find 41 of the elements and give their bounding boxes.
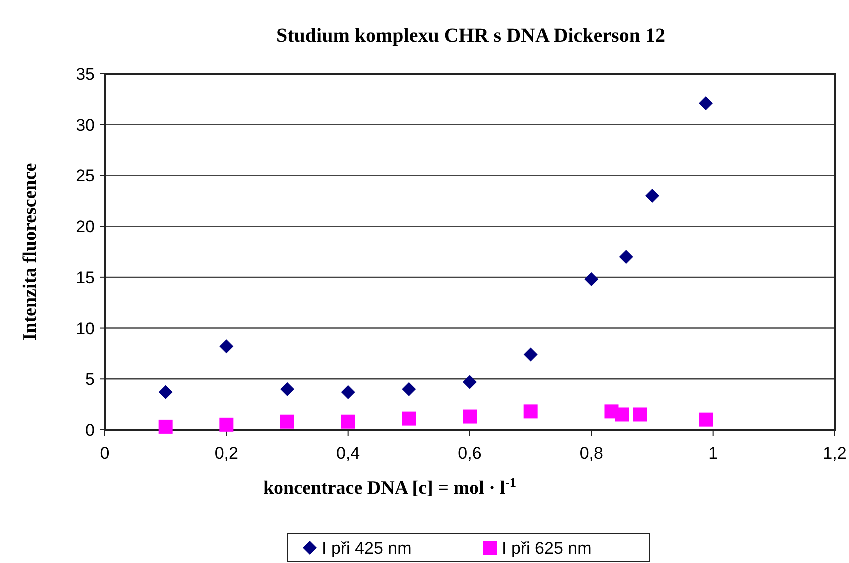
point [402,412,416,426]
point [615,408,630,422]
y-tick-label: 25 [76,166,95,186]
point [646,189,660,204]
point [699,96,714,110]
point [524,404,538,419]
point [463,375,477,390]
y-tick-label: 5 [86,370,95,390]
point [280,382,294,396]
y-tick-label: 10 [76,319,95,338]
point [158,420,173,434]
legend-label: I při 625 nm [502,539,592,558]
y-tick-label: 20 [76,218,95,237]
x-tick-label: 0,4 [336,444,360,463]
x-axis-title: koncentrace DNA [c] = mol · l$^{-1}$ [263,474,517,499]
y-tick-label: 15 [76,268,95,288]
x-tick-label: 0 [100,444,110,463]
point [619,250,634,264]
point [463,410,477,424]
x-tick-label: 0,8 [580,444,604,463]
x-tick-label: 1 [708,444,718,463]
x-tick-label: 0,6 [458,444,482,463]
point [402,382,416,396]
point [220,418,234,432]
legend-label: I při 425 nm [322,539,412,558]
point [220,340,234,354]
y-tick-label: 35 [76,65,95,84]
point [158,385,173,400]
point [524,348,538,362]
point [341,385,356,400]
point [699,412,714,427]
y-axis-title: Intenzita fluorescence [20,163,41,341]
y-tick-label: 0 [86,421,95,440]
point [633,408,648,422]
point [584,272,599,286]
point [341,414,356,429]
y-tick-label: 30 [76,116,95,135]
point [280,414,294,429]
x-tick-label: 0,2 [214,444,238,463]
x-tick-label: 1,2 [823,444,847,463]
chart-title: Studium komplexu CHR s DNA Dickerson 12 [276,25,666,47]
